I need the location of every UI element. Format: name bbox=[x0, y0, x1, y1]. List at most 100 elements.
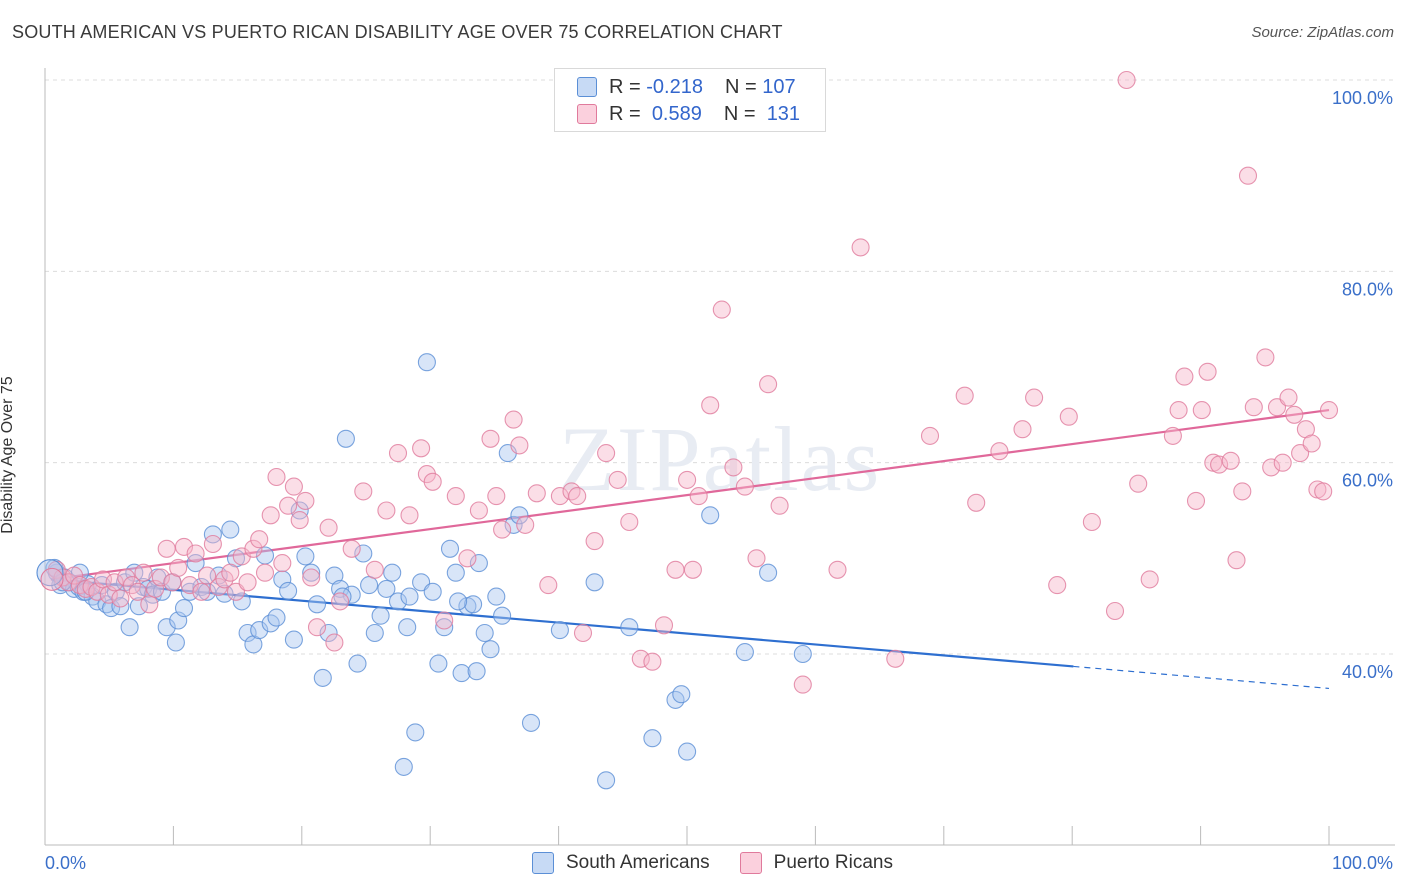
point-puerto-rican bbox=[770, 496, 789, 515]
point-puerto-rican bbox=[157, 539, 176, 558]
point-puerto-rican bbox=[886, 649, 905, 668]
point-puerto-rican bbox=[174, 537, 194, 556]
point-puerto-rican bbox=[1025, 388, 1044, 407]
y-tick-label: 80.0% bbox=[1342, 279, 1393, 299]
grid-lines bbox=[45, 79, 1395, 655]
point-puerto-rican bbox=[631, 649, 650, 668]
point-puerto-rican bbox=[666, 560, 685, 579]
point-south-american bbox=[759, 563, 778, 582]
point-puerto-rican bbox=[203, 534, 222, 554]
correlation-legend: R = -0.218 N = 107 R = 0.589 N = 131 bbox=[554, 68, 826, 132]
point-puerto-rican bbox=[678, 470, 697, 489]
point-south-american bbox=[302, 563, 321, 582]
point-puerto-rican bbox=[111, 589, 130, 608]
point-puerto-rican bbox=[250, 530, 269, 549]
point-south-american bbox=[267, 608, 286, 627]
legend-item-puerto-ricans[interactable]: Puerto Ricans bbox=[739, 852, 893, 874]
point-puerto-rican bbox=[284, 477, 303, 496]
point-puerto-rican bbox=[400, 506, 419, 525]
legend-swatch-blue bbox=[532, 852, 554, 874]
point-south-american bbox=[469, 554, 488, 573]
point-puerto-rican bbox=[446, 487, 465, 506]
point-puerto-rican bbox=[1048, 576, 1067, 595]
point-puerto-rican bbox=[244, 539, 263, 558]
point-south-american bbox=[398, 618, 417, 637]
point-south-american bbox=[111, 597, 130, 616]
legend-swatch-blue bbox=[577, 77, 597, 97]
point-south-american bbox=[250, 621, 269, 640]
point-south-american bbox=[325, 566, 344, 585]
point-puerto-rican bbox=[1262, 458, 1281, 477]
legend-swatch-pink bbox=[577, 104, 597, 124]
point-south-american bbox=[371, 606, 390, 625]
point-south-american bbox=[36, 559, 64, 587]
point-puerto-rican bbox=[1117, 70, 1136, 90]
x-tick-label: 100.0% bbox=[1332, 853, 1393, 873]
point-south-american bbox=[348, 654, 367, 673]
point-south-american bbox=[284, 630, 303, 649]
point-puerto-rican bbox=[1013, 420, 1032, 439]
point-puerto-rican bbox=[504, 410, 523, 429]
legend-item-south-americans[interactable]: South Americans bbox=[532, 852, 710, 874]
point-puerto-rican bbox=[1210, 455, 1229, 474]
point-south-american bbox=[342, 585, 361, 604]
point-south-american bbox=[383, 563, 402, 582]
point-puerto-rican bbox=[689, 487, 708, 506]
point-south-american bbox=[406, 723, 425, 742]
point-south-american bbox=[186, 554, 205, 573]
point-south-american bbox=[360, 576, 379, 595]
point-puerto-rican bbox=[1238, 166, 1258, 185]
point-puerto-rican bbox=[851, 238, 870, 257]
point-south-american bbox=[793, 644, 812, 664]
legend-n-value: 107 bbox=[762, 75, 796, 98]
point-puerto-rican bbox=[221, 563, 240, 582]
point-south-american bbox=[449, 592, 468, 611]
point-south-american bbox=[481, 640, 500, 659]
point-south-american bbox=[120, 618, 139, 637]
point-puerto-rican bbox=[1302, 434, 1321, 453]
point-south-american bbox=[336, 429, 355, 448]
point-south-american bbox=[400, 587, 419, 606]
point-south-american bbox=[464, 595, 483, 614]
point-puerto-rican bbox=[128, 582, 147, 601]
point-puerto-rican bbox=[458, 549, 477, 568]
point-puerto-rican bbox=[423, 472, 442, 491]
point-puerto-rican bbox=[1175, 367, 1194, 386]
point-puerto-rican bbox=[1256, 348, 1275, 367]
point-puerto-rican bbox=[435, 611, 454, 630]
point-puerto-rican bbox=[527, 484, 546, 503]
point-south-american bbox=[701, 506, 720, 525]
legend-r-value: 0.589 bbox=[651, 102, 702, 125]
point-south-american bbox=[166, 633, 185, 652]
point-puerto-rican bbox=[920, 426, 940, 445]
legend-label: South Americans bbox=[566, 852, 710, 873]
point-puerto-rican bbox=[1244, 398, 1263, 417]
point-puerto-rican bbox=[146, 579, 165, 598]
data-points bbox=[36, 70, 1339, 790]
point-puerto-rican bbox=[747, 549, 766, 568]
point-puerto-rican bbox=[238, 573, 257, 592]
point-south-american bbox=[365, 623, 384, 643]
point-puerto-rican bbox=[516, 515, 535, 534]
point-puerto-rican bbox=[1059, 407, 1078, 426]
point-south-american bbox=[435, 618, 454, 637]
point-puerto-rican bbox=[1198, 362, 1217, 381]
point-puerto-rican bbox=[701, 396, 720, 415]
point-puerto-rican bbox=[261, 506, 280, 525]
point-puerto-rican bbox=[40, 567, 64, 591]
point-puerto-rican bbox=[105, 573, 124, 592]
point-south-american bbox=[394, 757, 413, 776]
legend-r-label: R = bbox=[609, 75, 641, 98]
point-puerto-rican bbox=[597, 444, 616, 463]
point-puerto-rican bbox=[151, 568, 170, 587]
point-puerto-rican bbox=[319, 518, 338, 537]
point-puerto-rican bbox=[481, 429, 500, 448]
point-puerto-rican bbox=[510, 436, 529, 455]
point-puerto-rican bbox=[180, 576, 199, 595]
legend-n-value: 131 bbox=[766, 102, 801, 125]
point-puerto-rican bbox=[967, 493, 986, 512]
point-south-american bbox=[238, 623, 257, 643]
point-puerto-rican bbox=[325, 633, 344, 652]
chart-title: SOUTH AMERICAN VS PUERTO RICAN DISABILIT… bbox=[12, 22, 783, 42]
trend-line-south-americans-extension bbox=[1073, 665, 1330, 690]
